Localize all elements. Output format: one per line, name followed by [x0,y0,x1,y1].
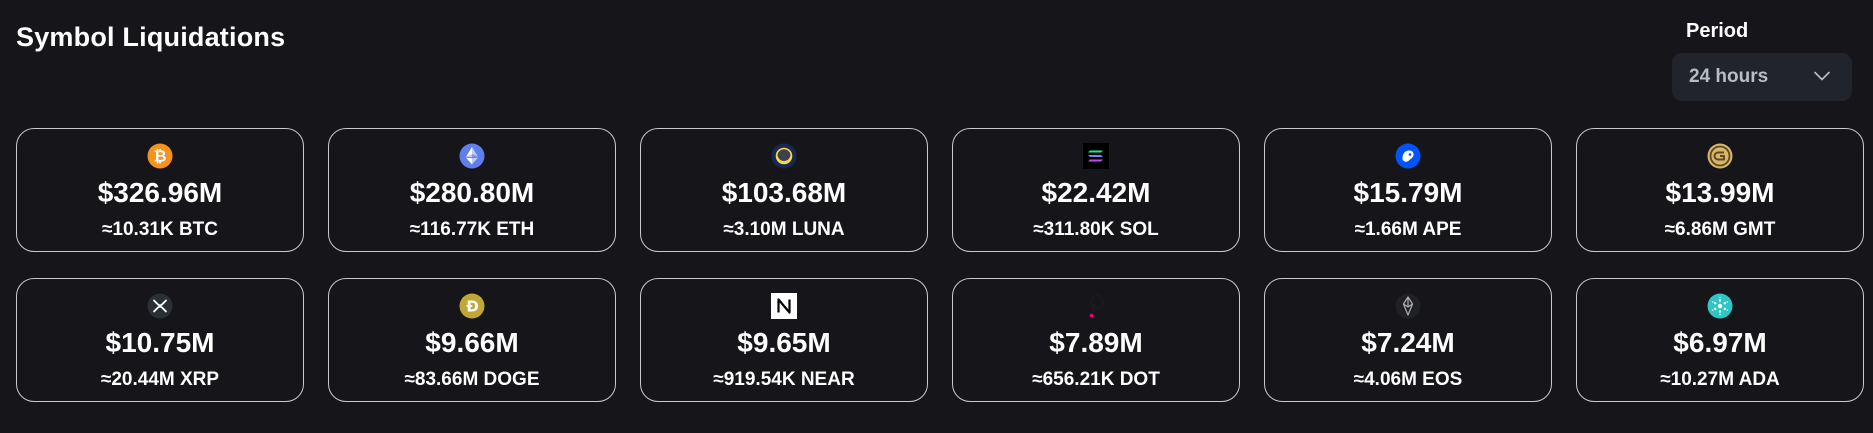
svg-text:Ð: Ð [466,298,479,316]
liquidation-amount: $7.24M [1361,327,1455,358]
period-label: Period [1686,20,1749,42]
liquidation-amount: $103.68M [721,177,847,208]
liquidation-card-sol[interactable]: $22.42M ≈311.80K SOL [952,128,1240,252]
ethereum-icon [459,143,485,169]
liquidation-card-luna[interactable]: $103.68M ≈3.10M LUNA [640,128,928,252]
liquidation-quantity: ≈919.54K NEAR [713,369,855,390]
bitcoin-icon: ₿ [147,143,173,169]
liquidation-quantity: ≈656.21K DOT [1032,369,1160,390]
polkadot-icon [1083,293,1109,319]
liquidation-amount: $15.79M [1353,177,1463,208]
terra-luna-icon [771,143,797,169]
cardano-icon [1707,293,1733,319]
liquidation-card-doge[interactable]: Ð $9.66M ≈83.66M DOGE [328,278,616,402]
solana-icon [1083,143,1109,169]
xrp-icon [147,293,173,319]
liquidation-quantity: ≈1.66M APE [1354,219,1462,240]
liquidation-card-dot[interactable]: $7.89M ≈656.21K DOT [952,278,1240,402]
liquidation-card-ada[interactable]: $6.97M ≈10.27M ADA [1576,278,1864,402]
liquidation-quantity: ≈4.06M EOS [1353,369,1463,390]
liquidation-amount: $326.96M [97,177,223,208]
liquidation-quantity: ≈116.77K ETH [409,219,535,240]
apecoin-icon [1395,143,1421,169]
liquidation-card-eth[interactable]: $280.80M ≈116.77K ETH [328,128,616,252]
liquidation-quantity: ≈20.44M XRP [100,369,220,390]
liquidation-amount: $9.65M [737,327,831,358]
liquidation-card-btc[interactable]: ₿ $326.96M ≈10.31K BTC [16,128,304,252]
period-value: 24 hours [1689,66,1769,87]
liquidation-card-eos[interactable]: $7.24M ≈4.06M EOS [1264,278,1552,402]
liquidation-quantity: ≈83.66M DOGE [404,369,540,390]
liquidation-amount: $22.42M [1041,177,1151,208]
liquidation-quantity: ≈10.31K BTC [101,219,219,240]
svg-text:₿: ₿ [153,147,166,166]
period-filter: Period 24 hours [1672,20,1852,101]
liquidation-quantity: ≈6.86M GMT [1664,219,1776,240]
stepn-gmt-icon [1707,143,1733,169]
eos-icon [1395,293,1421,319]
liquidation-card-near[interactable]: $9.65M ≈919.54K NEAR [640,278,928,402]
liquidation-quantity: ≈10.27M ADA [1660,369,1780,390]
chevron-down-icon [1814,68,1830,86]
liquidation-card-ape[interactable]: $15.79M ≈1.66M APE [1264,128,1552,252]
liquidation-amount: $6.97M [1673,327,1767,358]
liquidation-amount: $9.66M [425,327,519,358]
liquidation-amount: $10.75M [105,327,215,358]
liquidation-amount: $13.99M [1665,177,1775,208]
liquidation-quantity: ≈311.80K SOL [1033,219,1159,240]
page-title: Symbol Liquidations [16,22,286,52]
near-icon [771,293,797,319]
liquidation-card-gmt[interactable]: $13.99M ≈6.86M GMT [1576,128,1864,252]
liquidation-quantity: ≈3.10M LUNA [723,219,845,240]
liquidation-amount: $7.89M [1049,327,1143,358]
liquidation-card-xrp[interactable]: $10.75M ≈20.44M XRP [16,278,304,402]
period-select[interactable]: 24 hours [1672,53,1852,101]
dogecoin-icon: Ð [459,293,485,319]
liquidation-card-grid: ₿ $326.96M ≈10.31K BTC $280.80M ≈116.77K… [16,128,1864,402]
liquidation-amount: $280.80M [409,177,535,208]
